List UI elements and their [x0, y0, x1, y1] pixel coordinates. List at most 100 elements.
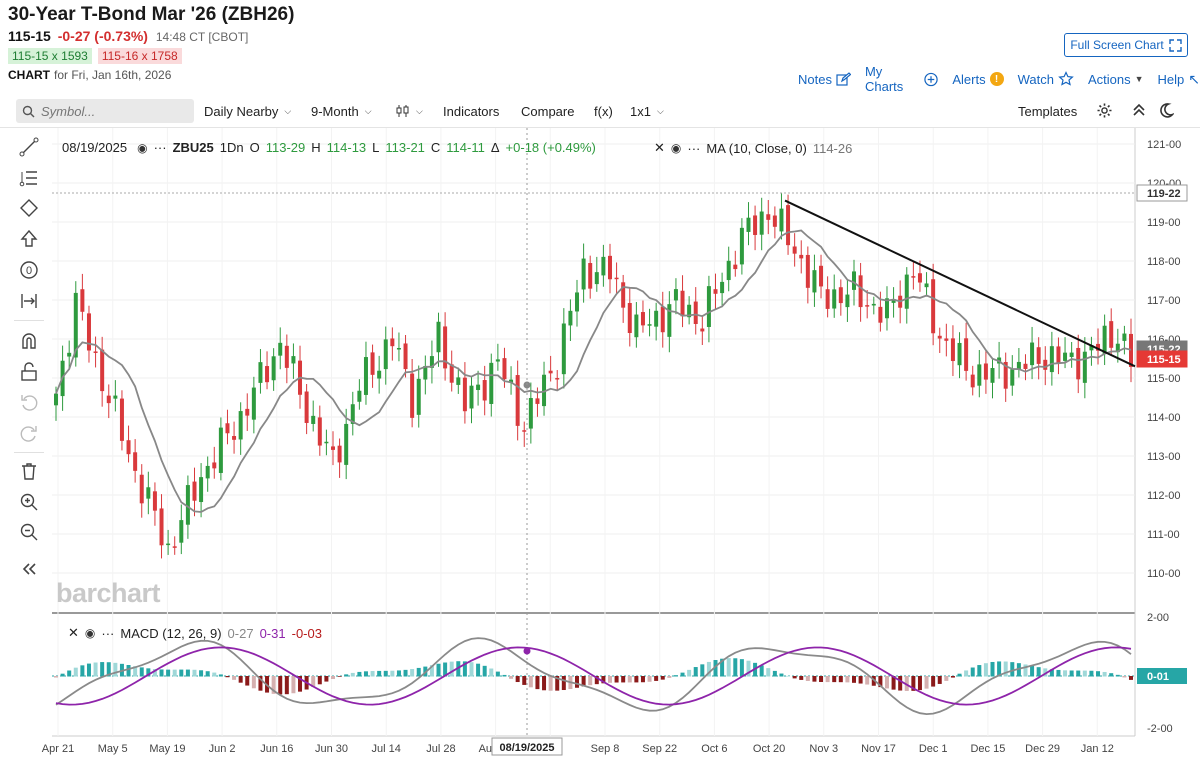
- date-tick-label: Jul 28: [426, 743, 455, 755]
- undo-button[interactable]: [18, 391, 40, 413]
- trendline-tool[interactable]: [18, 136, 40, 158]
- chart-label: CHART: [8, 68, 50, 82]
- macd-bar: [73, 667, 78, 677]
- macd-bar: [535, 676, 540, 690]
- macd-bar: [1076, 670, 1081, 677]
- candle-body: [1036, 347, 1041, 364]
- more-icon[interactable]: ···: [153, 140, 167, 155]
- candle-body: [819, 265, 824, 287]
- more-icon[interactable]: ···: [687, 140, 701, 156]
- moving-average-line: [55, 229, 1132, 513]
- alerts-link[interactable]: Alerts !: [952, 64, 1004, 94]
- interval-dropdown[interactable]: Daily Nearby ⌵: [204, 104, 291, 119]
- range-label: 9-Month: [311, 104, 359, 119]
- chart-type-dropdown[interactable]: ⌵: [396, 104, 423, 118]
- macd-bar: [1129, 676, 1133, 680]
- eye-icon[interactable]: ◉: [137, 140, 148, 155]
- watch-label: Watch: [1017, 71, 1054, 87]
- watch-link[interactable]: Watch: [1018, 64, 1074, 94]
- my-charts-link[interactable]: My Charts: [865, 64, 939, 94]
- text-tool[interactable]: 0: [18, 259, 40, 281]
- macd-tick-label: -2-00: [1147, 723, 1173, 735]
- candle-body: [594, 272, 599, 285]
- candle-body: [1023, 363, 1028, 369]
- candle-body: [152, 491, 157, 511]
- candle-body: [944, 338, 949, 341]
- macd-bar: [469, 662, 474, 677]
- candle-body: [1003, 361, 1008, 389]
- macd-bar: [324, 676, 329, 682]
- macd-bar: [944, 676, 949, 681]
- collapse-button[interactable]: [1132, 102, 1146, 118]
- symbol-search[interactable]: [16, 99, 194, 123]
- candle-body: [1082, 351, 1087, 383]
- symbol-input[interactable]: [41, 103, 181, 119]
- macd-bar: [575, 676, 580, 688]
- macd-bar: [819, 676, 824, 682]
- close-icon[interactable]: ✕: [68, 625, 79, 640]
- more-icon[interactable]: ···: [101, 625, 115, 641]
- fibonacci-tool[interactable]: [18, 167, 40, 189]
- macd-bar: [561, 676, 566, 691]
- macd-bar: [1036, 667, 1041, 677]
- candle-body: [119, 398, 124, 441]
- macd-bar: [403, 669, 408, 677]
- macd-tick-label: 2-00: [1147, 612, 1169, 624]
- date-tick-label: Jul 14: [372, 743, 401, 755]
- candle-body: [937, 335, 942, 339]
- indicators-button[interactable]: Indicators: [443, 104, 499, 119]
- full-screen-chart-button[interactable]: Full Screen Chart: [1064, 33, 1188, 57]
- layout-dropdown[interactable]: 1x1 ⌵: [630, 104, 664, 119]
- candle-body: [106, 395, 111, 404]
- actions-menu[interactable]: Actions ▼: [1088, 64, 1144, 94]
- help-link[interactable]: Help ↖: [1158, 64, 1200, 94]
- collapse-tools-button[interactable]: [18, 558, 40, 580]
- macd-bar: [370, 671, 375, 677]
- dark-mode-toggle[interactable]: [1158, 102, 1174, 118]
- macd-bar: [884, 676, 889, 689]
- candle-body: [423, 365, 428, 380]
- macd-bar: [258, 676, 263, 691]
- function-button[interactable]: f(x): [594, 104, 613, 119]
- candle-body: [515, 375, 520, 426]
- candle-body: [924, 283, 929, 288]
- measure-tool[interactable]: [18, 290, 40, 312]
- candle-body: [687, 304, 692, 318]
- macd-bar: [139, 667, 144, 677]
- notes-link[interactable]: Notes: [798, 64, 851, 94]
- macd-bar: [502, 674, 507, 677]
- macd-bar: [970, 667, 975, 677]
- settings-button[interactable]: [1096, 102, 1113, 119]
- zoom-in-button[interactable]: [18, 491, 40, 513]
- eye-icon[interactable]: ◉: [84, 626, 96, 640]
- candle-body: [258, 362, 263, 383]
- candle-body: [509, 379, 514, 383]
- magnet-tool[interactable]: [18, 330, 40, 352]
- candle-body: [733, 264, 738, 270]
- macd-bar: [1030, 665, 1035, 677]
- candle-body: [983, 363, 988, 380]
- date-tick-label: Sep 22: [642, 743, 677, 755]
- candle-body: [1122, 333, 1127, 341]
- arrow-tool[interactable]: [18, 228, 40, 250]
- layout-label: 1x1: [630, 104, 651, 119]
- delete-drawings-button[interactable]: [18, 460, 40, 482]
- candle-body: [245, 408, 250, 416]
- price-chart[interactable]: 121-00120-00119-00118-00117-00116-00115-…: [0, 128, 1200, 765]
- templates-button[interactable]: Templates: [1018, 104, 1077, 119]
- macd-bar: [977, 665, 982, 677]
- zoom-out-button[interactable]: [18, 521, 40, 543]
- bid-ask: 115-15 x 1593 115-16 x 1758: [8, 48, 182, 64]
- candle-body: [739, 227, 744, 265]
- compare-button[interactable]: Compare: [521, 104, 574, 119]
- eye-icon[interactable]: ◉: [670, 141, 682, 155]
- shape-tool[interactable]: [18, 197, 40, 219]
- candle-body: [634, 314, 639, 338]
- macd-bar: [199, 670, 204, 677]
- lock-tool[interactable]: [18, 361, 40, 383]
- macd-bar: [937, 676, 942, 684]
- macd-bar: [588, 676, 593, 686]
- close-icon[interactable]: ✕: [654, 140, 665, 155]
- range-dropdown[interactable]: 9-Month ⌵: [311, 104, 372, 119]
- redo-button[interactable]: [18, 422, 40, 444]
